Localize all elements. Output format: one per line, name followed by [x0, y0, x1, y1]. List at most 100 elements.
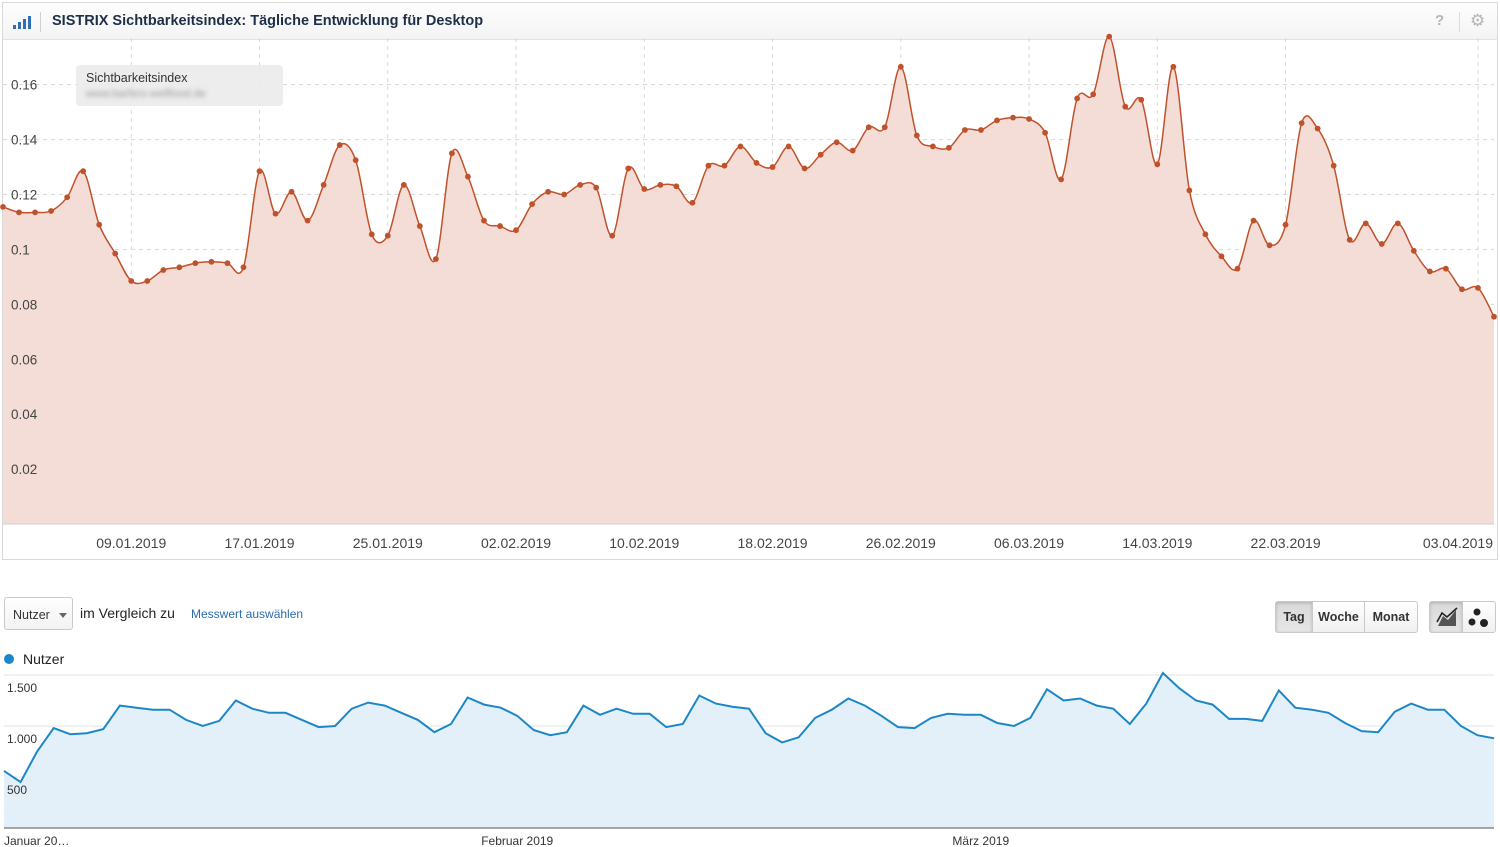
data-point — [1394, 220, 1401, 227]
data-point — [1410, 247, 1417, 254]
header-divider-right — [1459, 12, 1460, 32]
data-point — [962, 127, 968, 133]
y-tick-label: 1.500 — [7, 681, 37, 695]
data-point — [929, 143, 936, 150]
data-point — [865, 124, 872, 131]
data-point — [320, 181, 327, 188]
data-point — [641, 186, 648, 192]
data-point — [1234, 265, 1241, 272]
chart-controls: Nutzer im Vergleich zu Messwert auswähle… — [0, 595, 1500, 635]
data-point — [753, 160, 760, 166]
x-tick-label: 25.01.2019 — [353, 535, 423, 551]
data-point — [705, 162, 712, 169]
data-point — [1443, 265, 1449, 272]
x-tick-label: 26.02.2019 — [866, 535, 936, 551]
data-point — [144, 278, 151, 284]
series-area — [4, 673, 1494, 828]
data-point — [721, 162, 728, 169]
x-tick-label: 02.02.2019 — [481, 535, 551, 551]
data-point — [96, 221, 103, 228]
data-point — [785, 143, 792, 150]
data-point — [897, 63, 904, 70]
x-tick-label: 18.02.2019 — [738, 535, 808, 551]
data-point — [400, 181, 407, 188]
data-point — [272, 210, 279, 217]
data-point — [1106, 33, 1113, 40]
x-tick-label: Januar 20… — [4, 834, 69, 847]
data-point — [1170, 63, 1177, 70]
period-monat-button[interactable]: Monat — [1364, 601, 1418, 633]
panel-title: SISTRIX Sichtbarkeitsindex: Tägliche Ent… — [52, 13, 484, 29]
data-point — [1010, 114, 1016, 121]
data-point — [817, 151, 824, 158]
chevron-down-icon — [59, 613, 67, 618]
data-point — [1266, 242, 1273, 249]
legend-marker — [4, 654, 14, 664]
metric-select[interactable]: Nutzer — [4, 597, 73, 630]
tooltip-label: Sichtbarkeitsindex — [86, 71, 188, 85]
y-tick-label: 0.06 — [11, 352, 37, 367]
data-point — [465, 173, 471, 180]
y-tick-label: 1.000 — [7, 732, 37, 746]
data-point — [1362, 220, 1369, 227]
gear-icon[interactable]: ⚙ — [1470, 11, 1486, 30]
data-point — [16, 209, 22, 216]
help-icon[interactable]: ? — [1435, 12, 1445, 29]
data-point — [946, 144, 952, 151]
data-point — [609, 232, 616, 239]
data-point — [577, 181, 584, 188]
data-point — [1074, 95, 1081, 102]
panel-header: SISTRIX Sichtbarkeitsindex: Tägliche Ent… — [3, 3, 1497, 40]
data-point — [352, 157, 359, 164]
data-point — [368, 231, 375, 238]
data-point — [1298, 120, 1305, 127]
data-point — [1426, 268, 1433, 275]
y-tick-label: 0.14 — [11, 133, 38, 148]
data-point — [416, 223, 423, 229]
data-point — [160, 267, 167, 273]
legend-label: Nutzer — [23, 651, 65, 667]
x-tick-label: 14.03.2019 — [1122, 535, 1192, 551]
data-point — [240, 264, 247, 271]
data-point — [737, 143, 744, 150]
data-point — [481, 217, 487, 224]
data-point — [1154, 161, 1161, 168]
x-tick-label: 09.01.2019 — [96, 535, 166, 551]
metric-select-value: Nutzer — [13, 608, 50, 622]
data-point — [994, 117, 1000, 124]
signal-bars-icon — [13, 15, 33, 29]
data-point — [256, 168, 263, 175]
data-point — [80, 168, 87, 175]
data-point — [1459, 286, 1465, 293]
chart-tooltip: Sichtbarkeitsindex www.barfers-wellfood.… — [76, 65, 283, 106]
data-point — [336, 142, 343, 148]
data-point — [1330, 162, 1337, 169]
data-point — [48, 208, 54, 214]
data-point — [1378, 241, 1385, 247]
data-point — [1026, 116, 1032, 122]
data-point — [176, 264, 183, 271]
y-tick-label: 0.1 — [11, 242, 30, 257]
period-tag-button[interactable]: Tag — [1275, 601, 1313, 633]
data-point — [1314, 125, 1321, 132]
data-point — [432, 256, 439, 262]
select-metric-link[interactable]: Messwert auswählen — [191, 607, 304, 621]
data-point — [1202, 231, 1209, 238]
x-tick-label: März 2019 — [952, 834, 1009, 847]
series-line — [3, 671, 1495, 784]
tooltip-domain: www.barfers-wellfood.de — [86, 88, 206, 100]
data-point — [288, 188, 295, 195]
data-point — [657, 181, 664, 188]
line-chart-button[interactable] — [1429, 601, 1463, 633]
line-chart-icon — [1436, 607, 1458, 626]
data-point — [384, 232, 391, 239]
data-point — [0, 203, 6, 210]
y-tick-label: 0.16 — [11, 78, 37, 93]
bubble-chart-button[interactable] — [1462, 601, 1496, 633]
data-point — [449, 150, 455, 157]
data-point — [1491, 313, 1497, 320]
data-point — [801, 165, 808, 172]
series-area — [3, 36, 1494, 524]
header-divider — [40, 12, 41, 32]
